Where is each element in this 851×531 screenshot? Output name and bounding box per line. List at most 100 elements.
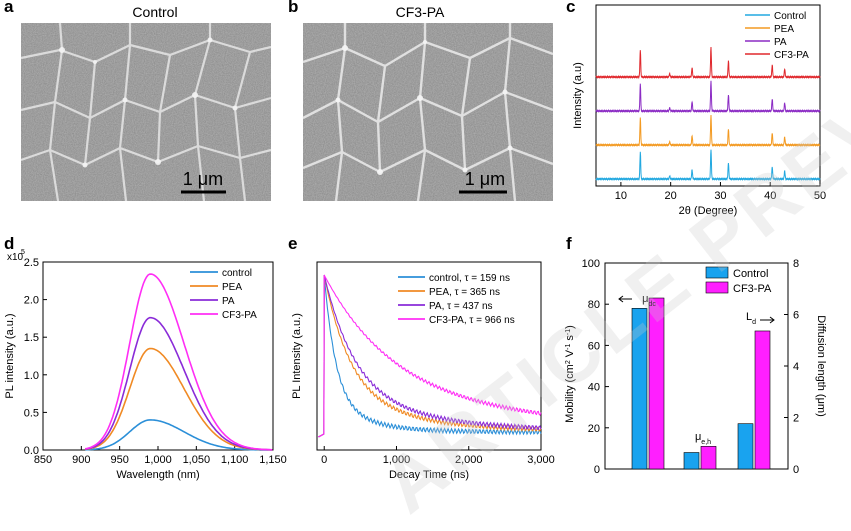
x-tick-label: 10 (615, 190, 627, 202)
legend-label: CF3-PA (222, 310, 257, 321)
group-label-mu-eh-main: μ (695, 431, 701, 443)
group-label-mu-dc-main: μ (642, 293, 648, 305)
x-axis-label: Decay Time (ns) (389, 469, 469, 481)
panel-letter-b: b (288, 0, 299, 16)
chart-trpl: 0 1,000 2,000 3,000 Decay Time (ns) PL Intens… (291, 261, 555, 481)
series-line-pa (85, 316, 273, 451)
group-label-mu-dc: μdc (642, 293, 656, 308)
series-line-2 (318, 274, 542, 438)
sem-title-cf3pa: CF3-PA (395, 4, 445, 20)
series-line-3 (318, 274, 542, 438)
y-tick-label: 1.5 (24, 332, 39, 344)
y2-tick-label: 2 (793, 413, 799, 425)
legend-label: control (222, 268, 252, 279)
x-tick-label: 40 (764, 190, 776, 202)
y2-tick-label: 4 (793, 361, 799, 373)
x-tick-label: 1,000 (144, 454, 172, 466)
bar-cf3-pa-0 (648, 297, 665, 470)
x-tick-label: 20 (665, 190, 677, 202)
bar-cf3-pa-1 (700, 446, 717, 470)
bar-control-1 (683, 452, 700, 470)
series-line-control (595, 149, 821, 182)
series-line-cf3-pa (595, 46, 821, 80)
y-axis-label: Mobility (cm2 V-1 s-1) (564, 325, 576, 423)
y2-tick-label: 6 (793, 310, 799, 322)
legend-label: PA (774, 37, 787, 48)
y-axis-label-part: Mobility (cm (564, 364, 576, 423)
y2-tick-label: 0 (793, 464, 799, 476)
x-tick-label: 2,000 (455, 454, 483, 466)
chart-xrd: 10 20 30 40 50 2θ (Degree) Intensity (a.u) Cont… (572, 4, 826, 217)
arrow-left-icon (618, 295, 632, 303)
series-line-pea (595, 114, 821, 147)
chart-pl: 850 900 950 1,000 1,050 1,100 1,150 0.0 0.5 1.0 1.… (4, 249, 287, 481)
x-tick-label: 3,000 (527, 454, 555, 466)
y-axis-label-part: s (564, 335, 576, 344)
y-axis-label-part: 2 (565, 360, 572, 364)
x-tick-label: 50 (814, 190, 826, 202)
x-tick-label: 950 (110, 454, 128, 466)
series-line-1 (318, 274, 542, 438)
series-line-pa (595, 80, 821, 114)
bar-cf3-pa-2 (754, 330, 771, 470)
bar-control-2 (737, 423, 754, 470)
series-line-cf3-pa (85, 273, 273, 451)
legend-label: PA, τ = 437 ns (429, 301, 493, 312)
x-tick-label: 1,150 (259, 454, 287, 466)
legend-swatch (705, 281, 729, 294)
arrow-right-icon (760, 316, 775, 324)
legend-label: control, τ = 159 ns (429, 273, 510, 284)
scale-label-cf3pa: 1 μm (465, 169, 505, 189)
bar-control-0 (631, 308, 648, 470)
legend-label: CF3-PA, τ = 966 ns (429, 315, 515, 326)
y-axis-label-part: V (564, 349, 576, 360)
series-line-pea (85, 347, 273, 451)
x-axis-label: Wavelength (nm) (116, 469, 199, 481)
y-tick-label: 0 (594, 464, 600, 476)
y-tick-label: 1.0 (24, 370, 39, 382)
group-label-ld-sub: d (752, 319, 756, 326)
legend-label: Control (733, 268, 768, 280)
scale-label-control: 1 μm (183, 169, 223, 189)
x-tick-label: 0 (321, 454, 327, 466)
y-tick-label: 40 (588, 382, 600, 394)
panel-letter-f: f (566, 234, 572, 253)
x-axis-label: 2θ (Degree) (679, 205, 738, 217)
panel-letter-d: d (4, 234, 15, 253)
y2-tick-label: 8 (793, 258, 799, 270)
x-tick-label: 30 (714, 190, 726, 202)
legend-label: PEA (774, 24, 794, 35)
y-tick-label: 0.5 (24, 407, 39, 419)
group-label-mu-dc-sub: dc (648, 301, 656, 308)
x-tick-label: 900 (72, 454, 90, 466)
group-label-mu-eh-sub: e,h (701, 439, 711, 446)
y-tick-label: 100 (582, 258, 600, 270)
legend-label: CF3-PA (733, 283, 772, 295)
y-axis-label: Intensity (a.u) (572, 62, 584, 129)
y-tick-label: 80 (588, 299, 600, 311)
panel-letter-e: e (288, 234, 298, 253)
legend-label: Control (774, 11, 806, 22)
y2-axis-label: Diffusion length (μm) (815, 315, 827, 417)
y-axis-label: PL Intensity (a.u.) (291, 313, 303, 399)
x-tick-label: 1,050 (183, 454, 211, 466)
y-tick-label: 0.0 (24, 445, 39, 457)
y-tick-label: 20 (588, 423, 600, 435)
legend-label: PEA (222, 282, 242, 293)
legend-label: CF3-PA (774, 50, 809, 61)
legend-swatch (705, 266, 729, 279)
sem-image-cf3pa (302, 23, 554, 202)
y-axis-label-part: ) (564, 325, 576, 329)
y-multiplier-exponent: 5 (21, 249, 25, 256)
chart-mobility: 0 20 40 60 80 100 0 2 4 6 8 Mobility (cm2 V-1 s-1) D… (564, 258, 827, 476)
plot-frame (316, 261, 542, 451)
y-tick-label: 60 (588, 340, 600, 352)
y-axis-label-part: -1 (565, 344, 572, 350)
x-tick-label: 1,000 (383, 454, 411, 466)
y-tick-label: 2.0 (24, 295, 39, 307)
panel-letter-c: c (566, 0, 576, 16)
group-label-ld: Ld (746, 311, 756, 326)
legend-label: PEA, τ = 365 ns (429, 287, 500, 298)
x-tick-label: 850 (34, 454, 52, 466)
